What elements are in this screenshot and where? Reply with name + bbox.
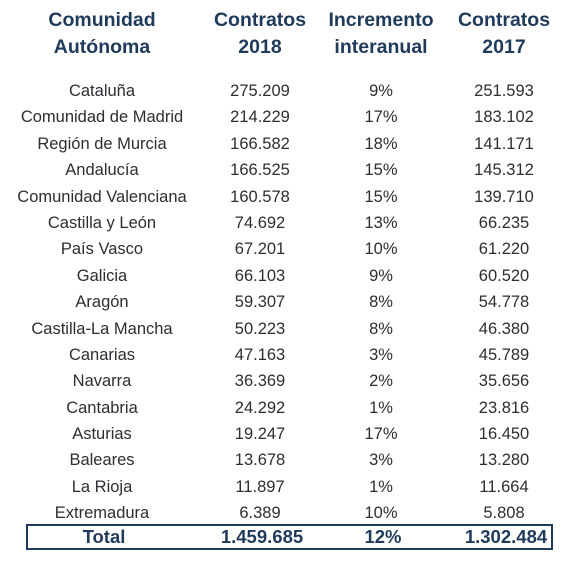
table-row: Extremadura 6.389 10% 5.808 xyxy=(0,500,575,526)
cell-increase: 10% xyxy=(364,240,398,259)
cell-contracts-2017: 16.450 xyxy=(478,425,530,444)
table-row: Cantabria 24.292 1% 23.816 xyxy=(0,395,575,421)
cell-contracts-2018: 11.897 xyxy=(235,477,285,496)
cell-contracts-2018: 275.209 xyxy=(230,82,290,100)
cell-increase: 17% xyxy=(364,425,398,444)
table-header: Comunidad Autónoma Contratos 2018 Increm… xyxy=(0,7,575,61)
table-row: Cataluña 275.209 9% 251.593 xyxy=(0,78,575,104)
cell-region: Castilla-La Mancha xyxy=(31,319,173,338)
cell-contracts-2017: 13.280 xyxy=(478,451,530,470)
cell-region: Comunidad Valenciana xyxy=(17,187,187,206)
table-row: Castilla-La Mancha 50.223 8% 46.380 xyxy=(0,316,575,342)
cell-region: Extremadura xyxy=(54,504,150,523)
cell-region: Asturias xyxy=(72,425,132,444)
cell-increase: 13% xyxy=(364,213,398,232)
table-row: Navarra 36.369 2% 35.656 xyxy=(0,368,575,394)
cell-contracts-2018: 214.229 xyxy=(230,108,290,127)
table-row: Galicia 66.103 9% 60.520 xyxy=(0,263,575,289)
cell-increase: 18% xyxy=(364,134,398,153)
table-row: País Vasco 67.201 10% 61.220 xyxy=(0,236,575,262)
cell-increase: 15% xyxy=(364,187,398,206)
cell-contracts-2018: 24.292 xyxy=(234,398,286,417)
cell-region: Comunidad de Madrid xyxy=(20,108,184,127)
cell-region: País Vasco xyxy=(60,240,144,259)
total-row: Total 1.459.685 12% 1.302.484 xyxy=(26,524,553,550)
cell-increase: 8% xyxy=(369,319,393,338)
cell-contracts-2018: 66.103 xyxy=(234,266,286,285)
table-row: Comunidad Valenciana 160.578 15% 139.710 xyxy=(0,184,575,210)
cell-increase: 8% xyxy=(369,293,393,312)
table-row: Baleares 13.678 3% 13.280 xyxy=(0,447,575,473)
table-row: Canarias 47.163 3% 45.789 xyxy=(0,342,575,368)
total-contracts-2017: 1.302.484 xyxy=(464,526,548,547)
cell-contracts-2018: 50.223 xyxy=(234,319,286,338)
cell-contracts-2017: 183.102 xyxy=(474,108,534,127)
cell-contracts-2018: 6.389 xyxy=(239,504,281,523)
cell-region: Región de Murcia xyxy=(37,134,167,153)
cell-contracts-2018: 59.307 xyxy=(234,293,286,312)
cell-contracts-2017: 251.593 xyxy=(474,82,534,100)
cell-contracts-2017: 61.220 xyxy=(478,240,530,259)
cell-contracts-2018: 19.247 xyxy=(234,425,286,444)
header-contracts-2017: Contratos 2017 xyxy=(457,9,551,58)
table-body: Cataluña 275.209 9% 251.593 Comunidad de Mad… xyxy=(0,78,575,527)
cell-region: Cantabria xyxy=(66,398,138,417)
cell-region: Castilla y León xyxy=(47,213,157,232)
cell-increase: 9% xyxy=(369,266,393,285)
cell-contracts-2018: 13.678 xyxy=(234,451,286,470)
cell-contracts-2017: 145.312 xyxy=(474,161,534,180)
cell-contracts-2018: 47.163 xyxy=(234,345,286,364)
cell-contracts-2018: 160.578 xyxy=(230,187,290,206)
cell-contracts-2017: 54.778 xyxy=(478,293,530,312)
cell-region: Andalucía xyxy=(65,161,139,180)
cell-contracts-2017: 35.656 xyxy=(478,372,530,391)
cell-contracts-2018: 67.201 xyxy=(234,240,286,259)
cell-increase: 10% xyxy=(364,504,398,523)
cell-increase: 1% xyxy=(369,477,393,496)
cell-contracts-2017: 141.171 xyxy=(474,134,534,153)
cell-region: Galicia xyxy=(76,266,128,285)
cell-contracts-2017: 139.710 xyxy=(474,187,534,206)
total-increase: 12% xyxy=(364,526,402,547)
cell-contracts-2018: 36.369 xyxy=(234,372,286,391)
table-row: Castilla y León 74.692 13% 66.235 xyxy=(0,210,575,236)
cell-contracts-2017: 46.380 xyxy=(478,319,530,338)
total-contracts-2018: 1.459.685 xyxy=(220,526,304,547)
table-row: Aragón 59.307 8% 54.778 xyxy=(0,289,575,315)
cell-increase: 9% xyxy=(369,82,393,100)
cell-contracts-2017: 66.235 xyxy=(478,213,530,232)
header-increase: Incremento interanual xyxy=(328,9,434,58)
cell-region: La Rioja xyxy=(71,477,133,496)
cell-contracts-2017: 60.520 xyxy=(478,266,530,285)
cell-increase: 17% xyxy=(364,108,398,127)
cell-region: Baleares xyxy=(69,451,135,470)
cell-increase: 1% xyxy=(369,398,393,417)
table-row: Región de Murcia 166.582 18% 141.171 xyxy=(0,131,575,157)
cell-contracts-2018: 74.692 xyxy=(234,213,286,232)
header-contracts-2018: Contratos 2018 xyxy=(213,9,307,58)
total-label: Total xyxy=(82,526,126,547)
cell-increase: 15% xyxy=(364,161,398,180)
cell-increase: 2% xyxy=(369,372,393,391)
cell-contracts-2018: 166.582 xyxy=(230,134,290,153)
cell-increase: 3% xyxy=(369,345,393,364)
cell-contracts-2018: 166.525 xyxy=(230,161,290,180)
table-row: Comunidad de Madrid 214.229 17% 183.102 xyxy=(0,104,575,130)
cell-region: Aragón xyxy=(75,293,129,312)
cell-increase: 3% xyxy=(369,451,393,470)
table-row: Asturias 19.247 17% 16.450 xyxy=(0,421,575,447)
cell-contracts-2017: 23.816 xyxy=(478,398,530,417)
cell-contracts-2017: 11.664 xyxy=(479,477,529,496)
cell-contracts-2017: 45.789 xyxy=(478,345,530,364)
cell-region: Navarra xyxy=(72,372,132,391)
cell-contracts-2017: 5.808 xyxy=(483,504,525,523)
table-row: Andalucía 166.525 15% 145.312 xyxy=(0,157,575,183)
cell-region: Canarias xyxy=(68,345,136,364)
cell-region: Cataluña xyxy=(68,82,136,100)
header-community: Comunidad Autónoma xyxy=(48,9,156,58)
table-row: La Rioja 11.897 1% 11.664 xyxy=(0,474,575,500)
